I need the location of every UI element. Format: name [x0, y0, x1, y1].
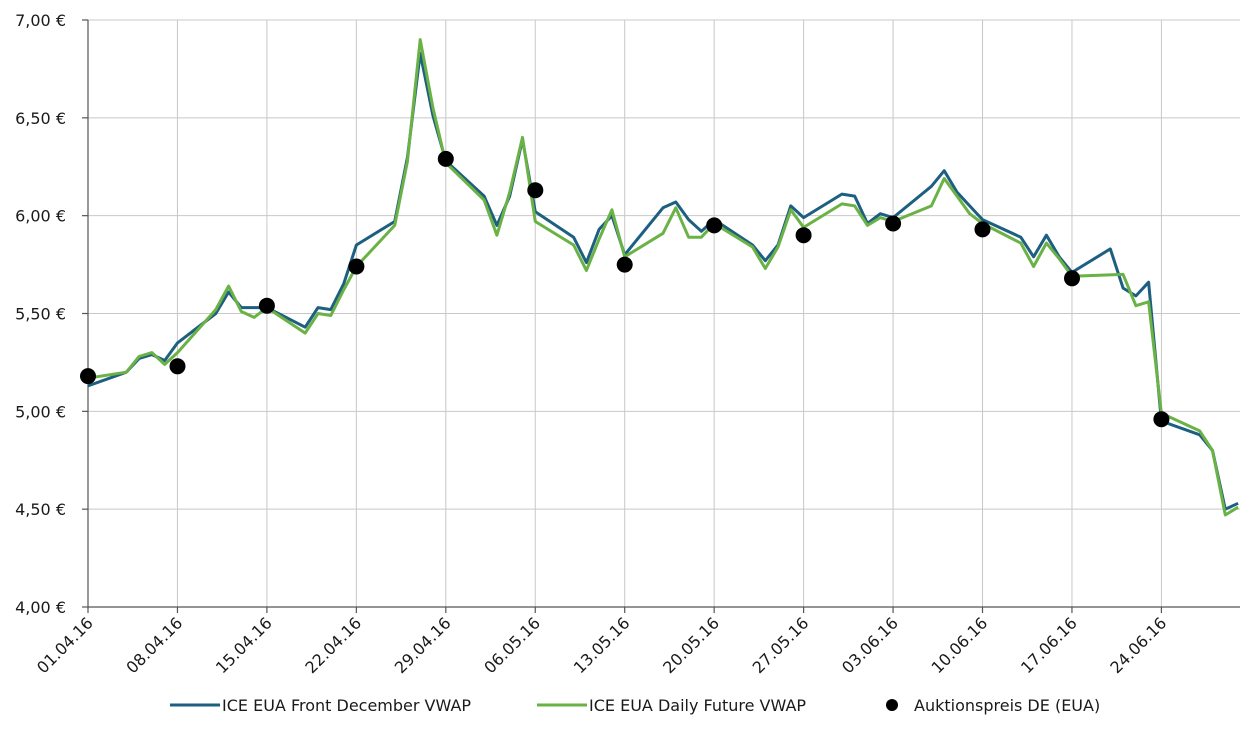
y-tick-label: 4,50 €: [15, 500, 66, 519]
x-tick-label: 08.04.16: [122, 613, 186, 677]
legend-item-front-december: ICE EUA Front December VWAP: [170, 696, 471, 715]
auction-point: [885, 215, 902, 232]
y-tick-label: 7,00 €: [15, 11, 66, 30]
legend: ICE EUA Front December VWAP ICE EUA Dail…: [170, 696, 1100, 715]
x-tick-label: 13.05.16: [570, 613, 634, 677]
auction-point: [974, 221, 991, 238]
x-tick-label: 29.04.16: [391, 613, 455, 677]
auction-point: [437, 150, 454, 167]
series-line-front-december: [87, 51, 1239, 511]
tick-labels: 4,00 € 4,50 € 5,00 € 5,50 € 6,00 € 6,50 € 7,00…: [15, 11, 1170, 677]
y-tick-label: 6,00 €: [15, 207, 66, 226]
legend-swatch-auction: [886, 699, 898, 711]
x-tick-label: 27.05.16: [749, 613, 813, 677]
x-tick-label: 03.06.16: [838, 613, 902, 677]
auction-point: [706, 217, 723, 234]
auction-point: [80, 368, 96, 385]
legend-label-auction: Auktionspreis DE (EUA): [914, 696, 1100, 715]
auction-point: [616, 256, 633, 273]
x-tick-label: 15.04.16: [212, 613, 276, 677]
x-tick-label: 01.04.16: [33, 613, 97, 677]
x-tick-label: 24.06.16: [1106, 613, 1170, 677]
auction-point: [1064, 270, 1080, 287]
legend-item-daily-future: ICE EUA Daily Future VWAP: [537, 696, 806, 715]
y-tick-label: 5,00 €: [15, 402, 66, 421]
x-tick-label: 22.04.16: [301, 613, 365, 677]
axes: [82, 19, 1240, 613]
auction-point: [258, 297, 275, 314]
legend-label-daily-future: ICE EUA Daily Future VWAP: [589, 696, 806, 715]
x-tick-label: 10.06.16: [928, 613, 992, 677]
legend-label-front-december: ICE EUA Front December VWAP: [222, 696, 471, 715]
auction-point: [348, 258, 365, 275]
x-tick-label: 20.05.16: [659, 613, 723, 677]
legend-item-auction: Auktionspreis DE (EUA): [886, 696, 1100, 715]
y-tick-label: 6,50 €: [15, 109, 66, 128]
x-tick-label: 06.05.16: [480, 613, 544, 677]
series-line-daily-future: [87, 38, 1239, 517]
auction-point: [169, 358, 186, 375]
series-group: [80, 38, 1239, 517]
gridlines: [88, 19, 1240, 607]
x-tick-label: 17.06.16: [1017, 613, 1081, 677]
auction-point: [1153, 411, 1170, 428]
auction-point: [527, 182, 544, 199]
auction-point: [795, 227, 812, 244]
y-tick-label: 4,00 €: [15, 598, 66, 617]
y-tick-label: 5,50 €: [15, 305, 66, 324]
